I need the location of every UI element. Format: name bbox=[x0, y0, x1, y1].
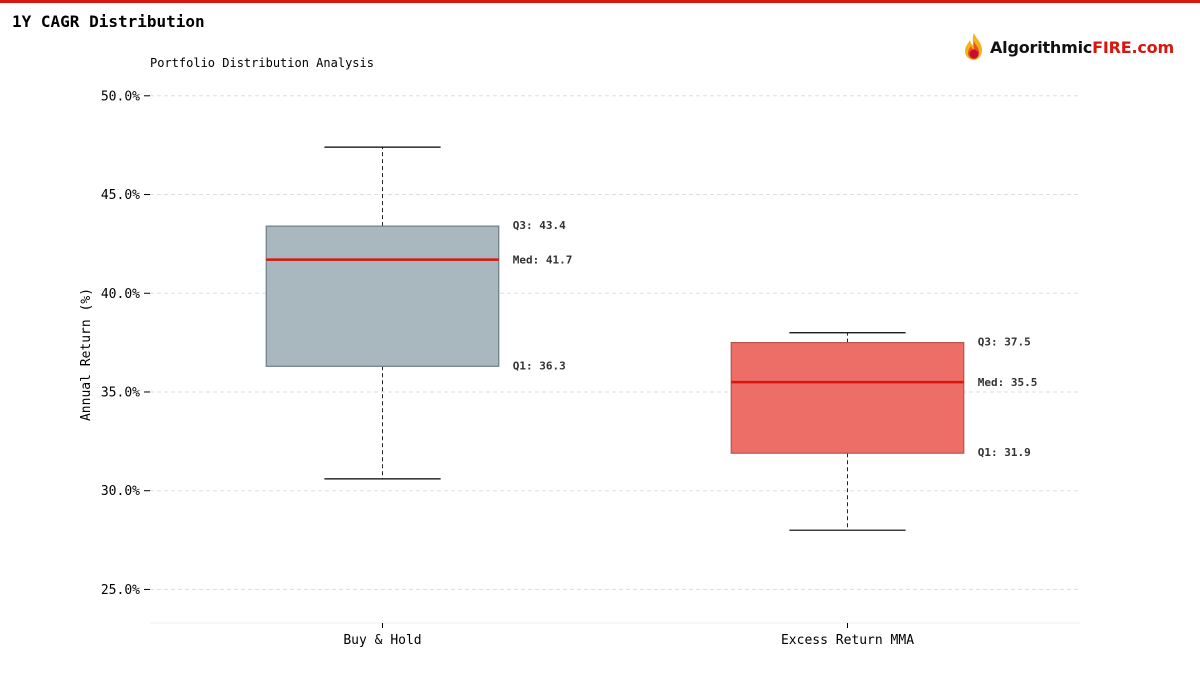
y-tick-label: 25.0% bbox=[101, 583, 140, 598]
y-tick-label: 40.0% bbox=[101, 287, 140, 302]
q1-label: Q1: 36.3 bbox=[513, 359, 566, 372]
y-tick-label: 45.0% bbox=[101, 188, 140, 203]
box-iqr bbox=[265, 225, 500, 367]
y-tick-label: 50.0% bbox=[101, 89, 140, 104]
q3-label: Q3: 37.5 bbox=[978, 336, 1031, 349]
chart-subtitle: Portfolio Distribution Analysis bbox=[150, 56, 374, 70]
x-tick-label: Excess Return MMA bbox=[781, 633, 914, 648]
box-iqr bbox=[730, 342, 965, 454]
y-tick-label: 30.0% bbox=[101, 484, 140, 499]
y-axis-label: Annual Return (%) bbox=[79, 288, 94, 421]
q3-label: Q3: 43.4 bbox=[513, 219, 566, 232]
logo: AlgorithmicFIRE.com bbox=[962, 32, 1174, 62]
logo-text-primary: Algorithmic bbox=[990, 37, 1093, 57]
x-tick-label: Buy & Hold bbox=[343, 633, 421, 648]
median-label: Med: 41.7 bbox=[513, 254, 573, 267]
page-title: 1Y CAGR Distribution bbox=[12, 12, 205, 31]
logo-text-accent: FIRE.com bbox=[1092, 37, 1174, 57]
median-label: Med: 35.5 bbox=[978, 376, 1038, 389]
top-accent-bar bbox=[0, 0, 1200, 3]
q1-label: Q1: 31.9 bbox=[978, 446, 1031, 459]
flame-icon bbox=[965, 33, 982, 60]
y-tick-label: 35.0% bbox=[101, 385, 140, 400]
